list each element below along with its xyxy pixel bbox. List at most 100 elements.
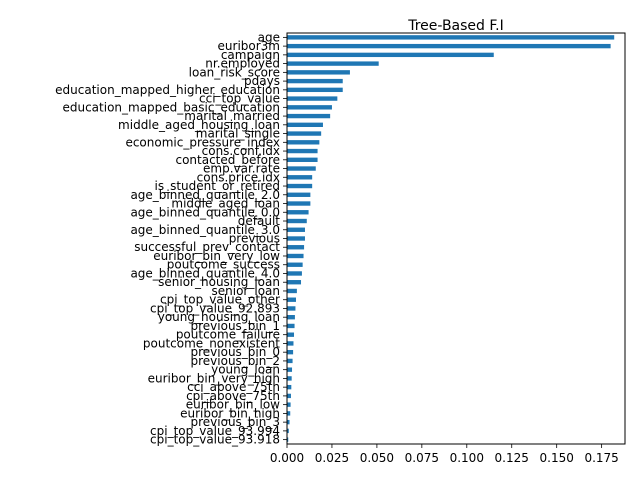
bar-age: [287, 35, 615, 40]
y-tick-label: previous_bin_2: [191, 354, 281, 368]
bar-young_loan: [287, 367, 293, 372]
y-tick-label: emp.var.rate: [203, 162, 280, 176]
x-tick-label: 0.075: [405, 451, 439, 465]
bar-euribor_bin_low: [287, 402, 291, 407]
bar-young_housing_loan: [287, 315, 295, 320]
bar-senior_loan: [287, 288, 297, 294]
y-tick-label: age: [258, 30, 280, 44]
y-tick-label: euribor_bin_very_low: [153, 249, 280, 263]
y-tick-label: cpi_top_value_93.918: [150, 433, 280, 447]
bar-cons.price.idx: [287, 175, 313, 180]
bar-campaign: [287, 52, 494, 58]
y-tick-label: cpi_top_value_93.994: [150, 424, 280, 438]
bar-cons.conf.idx: [287, 148, 318, 154]
x-tick-label: 0.050: [360, 451, 394, 465]
x-tick-label: 0.100: [450, 451, 484, 465]
x-tick-label: 0.125: [495, 451, 529, 465]
y-tick-label: poutcome_failure: [176, 328, 280, 342]
y-tick-label: pdays: [244, 74, 280, 88]
bar-age_binned_quantile_0.0: [287, 210, 309, 215]
bar-education_mapped_higher_education: [287, 87, 343, 93]
y-tick-label: middle_aged_loan: [171, 197, 280, 211]
y-tick-label: age_binned_quantile_2.0: [130, 188, 280, 202]
bar-marital_married: [287, 113, 331, 119]
y-tick-label: marital_married: [184, 109, 280, 123]
y-tick-label: middle_aged_housing_loan: [118, 118, 280, 132]
y-tick-label: campaign: [221, 48, 280, 62]
chart-title: Tree-Based F.I: [407, 18, 504, 34]
y-tick-label: previous_bin_1: [191, 319, 281, 333]
bar-previous_bin_1: [287, 323, 295, 329]
y-tick-label: cpi_above_75th: [186, 389, 280, 403]
bar-cpi_top_value_other: [287, 297, 296, 302]
y-tick-label: age_binned_quantile_3.0: [130, 223, 280, 237]
bar-age_binned_quantile_3.0: [287, 227, 305, 232]
y-tick-label: is_student_or_retired: [155, 179, 281, 193]
bar-marital_single: [287, 131, 322, 136]
y-tick-label: marital_single: [196, 127, 280, 141]
y-tick-label: education_mapped_higher_education: [55, 83, 280, 97]
bar-nr.employed: [287, 61, 379, 66]
bar-is_student_or_retired: [287, 183, 313, 189]
bar-cci_above_75th: [287, 384, 292, 390]
bar-middle_aged_housing_loan: [287, 122, 323, 128]
bar-education_mapped_basic_education: [287, 105, 332, 110]
y-tick-label: contacted_before: [175, 153, 280, 167]
bar-poutcome_failure: [287, 332, 295, 337]
x-tick-label: 0.175: [584, 451, 618, 465]
bar-default: [287, 218, 307, 224]
y-tick-label: euribor_bin_high: [180, 406, 280, 420]
y-tick-label: cpi_top_value_other: [160, 293, 280, 307]
y-tick-label: euribor_bin_low: [186, 398, 280, 412]
bar-euribor3m: [287, 43, 611, 49]
bar-previous_bin_3: [287, 419, 290, 425]
bar-poutcome_nonexistent: [287, 341, 294, 346]
y-tick-label: age_binned_quantile_4.0: [130, 266, 280, 280]
bar-previous_bin_0: [287, 349, 294, 355]
bar-cpi_top_value_93.918: [287, 437, 289, 442]
y-tick-label: cons.conf.idx: [202, 144, 280, 158]
bar-poutcome_success: [287, 262, 303, 267]
y-tick-label: default: [238, 214, 281, 228]
bar-euribor_bin_high: [287, 411, 291, 416]
bar-emp.var.rate: [287, 166, 316, 171]
x-tick-label: 0.000: [270, 451, 304, 465]
bar-previous: [287, 236, 305, 241]
x-tick-label: 0.025: [315, 451, 349, 465]
y-tick-labels: ageeuribor3mcampaignnr.employedloan_risk…: [55, 30, 287, 447]
bar-cpi_above_75th: [287, 393, 291, 399]
bar-age_binned_quantile_4.0: [287, 271, 302, 276]
y-tick-label: senior_housing_loan: [158, 275, 280, 289]
y-tick-label: age_binned_quantile_0.0: [130, 205, 280, 219]
bar-cpi_top_value_93.994: [287, 428, 289, 434]
y-tick-label: cci_above_75th: [187, 380, 280, 394]
y-tick-label: previous_bin_0: [191, 345, 281, 359]
bar-cpi_top_value_92.893: [287, 306, 296, 311]
y-tick-label: cons.price.idx: [197, 170, 280, 184]
y-tick-label: senior_loan: [212, 284, 280, 298]
x-tick-label: 0.150: [540, 451, 574, 465]
y-tick-label: loan_risk_score: [189, 65, 280, 79]
x-tick-labels: 0.000 0.025 0.050 0.075 0.100 0.125 0.150 0.175: [270, 444, 619, 465]
bar-successful_prev_contact: [287, 245, 305, 250]
bar-cci_top_value: [287, 96, 338, 101]
bar-contacted_before: [287, 157, 318, 162]
y-tick-label: young_housing_loan: [158, 310, 280, 324]
bar-economic_pressure_index: [287, 140, 320, 145]
bar-previous_bin_2: [287, 358, 293, 364]
bar-loan_risk_score: [287, 70, 350, 75]
y-tick-label: cci_top_value: [199, 92, 280, 106]
bars-group: [287, 35, 615, 442]
y-tick-label: previous: [229, 232, 280, 246]
y-tick-label: education_mapped_basic_education: [62, 100, 280, 114]
bar-senior_housing_loan: [287, 280, 302, 285]
y-tick-label: nr.employed: [205, 57, 280, 71]
y-tick-label: euribor_bin_very_high: [148, 371, 280, 385]
bar-pdays: [287, 78, 343, 84]
y-tick-label: poutcome_success: [167, 258, 280, 272]
plot-frame: [286, 32, 626, 445]
bar-middle_aged_loan: [287, 201, 311, 206]
bar-euribor_bin_very_high: [287, 376, 292, 381]
bar-euribor_bin_very_low: [287, 253, 304, 259]
